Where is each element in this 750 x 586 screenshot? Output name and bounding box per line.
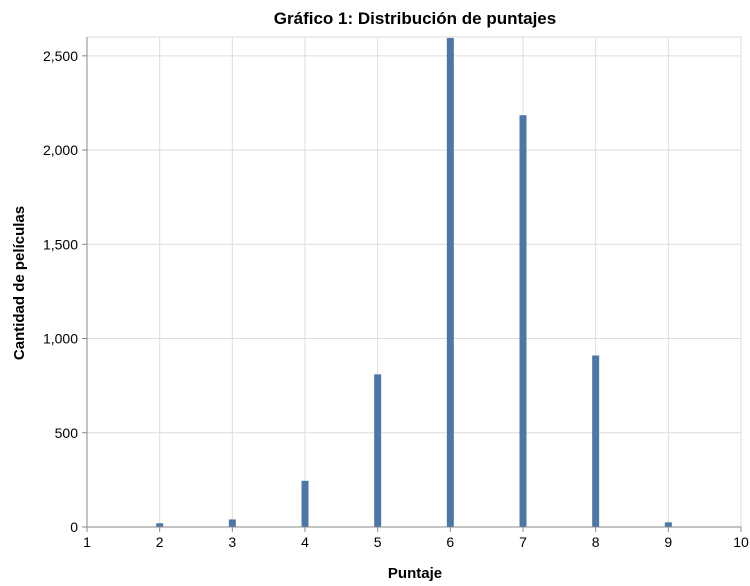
x-tick-label: 8 <box>592 534 600 550</box>
bar <box>446 37 454 527</box>
x-tick-label: 7 <box>519 534 527 550</box>
axes <box>82 37 742 532</box>
bar <box>592 355 600 527</box>
y-tick-label: 2,500 <box>43 48 78 64</box>
x-tick-label: 2 <box>156 534 164 550</box>
x-axis-title: Puntaje <box>388 565 442 582</box>
tick-labels: 1 2 3 4 5 6 7 8 9 10 0 500 1,000 1,500 2,000 2,500 <box>43 48 749 550</box>
y-tick-label: 1,000 <box>43 331 78 347</box>
bar <box>156 523 164 527</box>
grid <box>86 36 742 528</box>
bars <box>156 37 672 527</box>
y-tick-label: 2,000 <box>43 142 78 158</box>
bar <box>519 115 527 527</box>
y-axis-title: Cantidad de películas <box>11 206 28 360</box>
x-tick-label: 4 <box>301 534 309 550</box>
x-tick-label: 1 <box>83 534 91 550</box>
x-tick-label: 6 <box>446 534 454 550</box>
bar <box>374 374 382 527</box>
chart-title: Gráfico 1: Distribución de puntajes <box>274 9 556 28</box>
bar <box>228 519 236 527</box>
x-tick-label: 3 <box>228 534 236 550</box>
x-tick-label: 5 <box>374 534 382 550</box>
x-tick-label: 10 <box>733 534 749 550</box>
x-tick-label: 9 <box>664 534 672 550</box>
bar <box>664 522 672 527</box>
y-tick-label: 500 <box>55 425 79 441</box>
y-tick-label: 0 <box>70 519 78 535</box>
bar <box>301 480 309 527</box>
y-tick-label: 1,500 <box>43 236 78 252</box>
